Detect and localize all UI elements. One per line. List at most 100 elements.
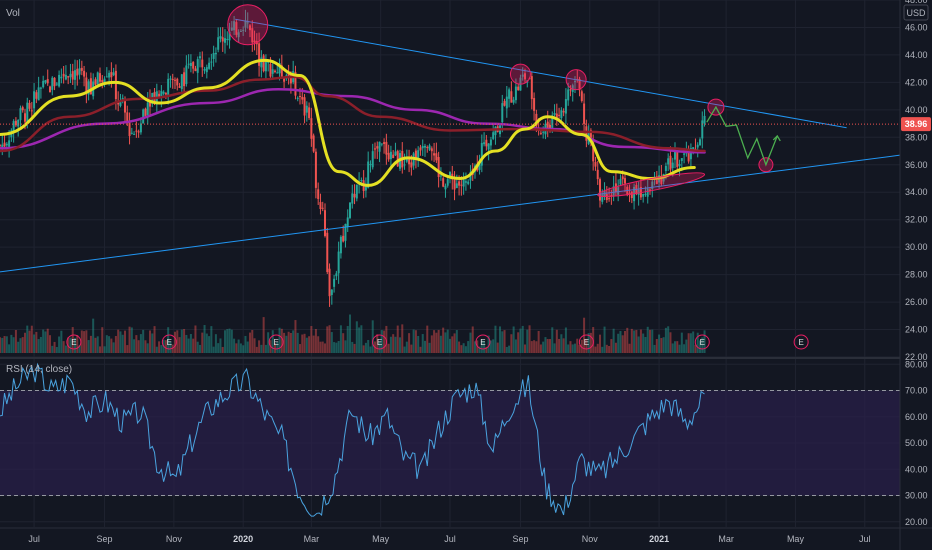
- candle-body-114: [258, 43, 261, 66]
- volume-bar-53: [119, 331, 122, 353]
- volume-bar-190: [430, 335, 433, 353]
- volume-bar-140: [317, 336, 320, 353]
- volume-bar-276: [626, 327, 629, 353]
- volume-bar-126: [285, 335, 288, 353]
- volume-bar-204: [462, 343, 465, 353]
- volume-bar-107: [242, 345, 245, 353]
- candle-body-272: [617, 187, 620, 195]
- volume-bar-258: [585, 338, 588, 353]
- volume-bar-105: [237, 339, 240, 353]
- candle-body-268: [608, 198, 611, 200]
- volume-bar-241: [546, 338, 549, 353]
- candle-body-258: [585, 126, 588, 141]
- candle-body-230: [521, 74, 524, 77]
- volume-bar-39: [87, 340, 90, 353]
- volume-bar-75: [169, 341, 172, 353]
- candle-body-20: [44, 80, 47, 83]
- candle-body-304: [689, 147, 692, 160]
- volume-bar-56: [126, 345, 129, 353]
- candle-body-65: [146, 102, 149, 116]
- volume-bar-169: [383, 330, 386, 353]
- currency-button[interactable]: USD: [903, 4, 929, 21]
- volume-bar-160: [362, 345, 365, 353]
- candle-body-283: [642, 193, 645, 197]
- price-tick-label-4: 30.00: [905, 242, 928, 252]
- volume-bar-163: [369, 346, 372, 353]
- volume-bar-166: [376, 334, 379, 353]
- volume-bar-147: [333, 342, 336, 353]
- volume-bar-171: [387, 343, 390, 353]
- candle-body-60: [135, 130, 138, 132]
- candle-body-117: [264, 60, 267, 72]
- candle-body-132: [299, 95, 301, 97]
- volume-bar-97: [219, 338, 222, 353]
- candle-body-59: [133, 133, 136, 135]
- time-tick-label-7: Sep: [512, 534, 528, 544]
- candle-body-144: [326, 232, 329, 273]
- volume-bar-8: [17, 341, 20, 353]
- volume-bar-117: [264, 344, 267, 353]
- volume-bar-34: [76, 335, 79, 353]
- candle-body-18: [39, 87, 42, 89]
- annotations: [0, 4, 901, 273]
- volume-bar-220: [499, 326, 501, 353]
- candle-body-103: [233, 21, 236, 31]
- volume-bar-259: [587, 333, 590, 353]
- volume-bar-145: [328, 325, 331, 353]
- volume-bar-81: [183, 328, 186, 353]
- earnings-marker-label-8: E: [798, 338, 803, 347]
- volume-bar-174: [394, 336, 397, 353]
- volume-bar-262: [594, 346, 597, 353]
- volume-bar-83: [187, 338, 190, 353]
- projection-path: [706, 105, 778, 167]
- time-tick-label-8: Nov: [582, 534, 599, 544]
- volume-bar-207: [469, 332, 472, 353]
- rsi-tick-label-0: 20.00: [905, 517, 928, 527]
- candle-body-22: [49, 86, 51, 93]
- volume-bar-232: [526, 329, 529, 353]
- volume-bar-252: [571, 344, 574, 353]
- volume-bar-159: [360, 325, 363, 353]
- volume-bar-137: [310, 326, 313, 353]
- candle-body-198: [449, 171, 451, 179]
- volume-bar-299: [678, 344, 681, 353]
- candle-body-163: [369, 164, 372, 166]
- volume-bar-238: [539, 344, 542, 353]
- candle-body-11: [24, 113, 26, 122]
- candle-body-0: [0, 145, 1, 147]
- volume-bar-112: [253, 338, 256, 353]
- candle-body-169: [383, 142, 386, 145]
- volume-bar-191: [433, 330, 436, 353]
- candle-body-10: [21, 107, 24, 111]
- candle-body-170: [385, 141, 388, 155]
- currency-button-box[interactable]: [903, 4, 929, 21]
- candle-body-77: [174, 79, 176, 81]
- price-tick-label-3: 28.00: [905, 270, 928, 280]
- volume-bar-22: [49, 335, 51, 353]
- volume-bar-217: [492, 339, 495, 353]
- volume-bar-161: [364, 342, 367, 353]
- volume-bar-302: [685, 339, 688, 353]
- rsi-tick-label-1: 30.00: [905, 491, 928, 501]
- candle-body-75: [169, 78, 172, 80]
- volume-bar-102: [230, 329, 233, 353]
- volume-bar-264: [599, 334, 601, 353]
- candle-body-168: [380, 143, 383, 145]
- candle-body-32: [71, 71, 74, 80]
- candle-body-204: [462, 179, 465, 187]
- candle-body-161: [364, 185, 367, 191]
- candle-body-269: [610, 195, 613, 197]
- candle-body-263: [596, 169, 599, 180]
- candle-body-225: [510, 91, 513, 103]
- volume-bar-176: [399, 337, 401, 353]
- moving-average-2: [0, 75, 706, 153]
- volume-bar-141: [319, 341, 322, 353]
- currency-label[interactable]: USD: [906, 8, 926, 18]
- earnings-marker-circle-7: [694, 334, 710, 350]
- price-tick-label-10: 42.00: [905, 77, 928, 87]
- candle-body-109: [246, 22, 249, 24]
- candle-body-74: [167, 78, 170, 95]
- candle-body-58: [130, 132, 133, 134]
- candle-body-123: [278, 62, 281, 74]
